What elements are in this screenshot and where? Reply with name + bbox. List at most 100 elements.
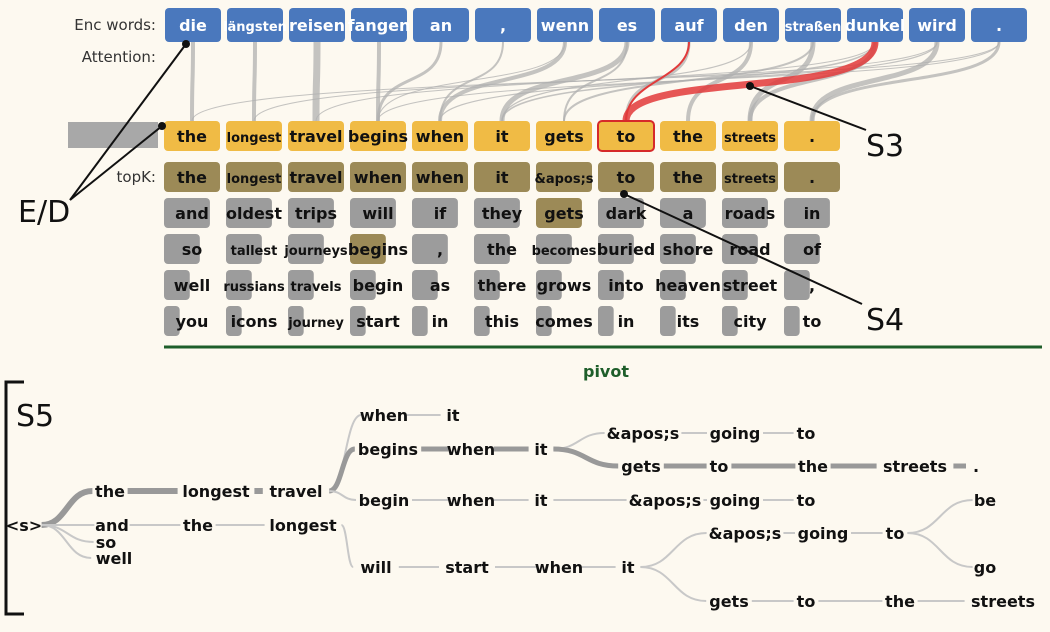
beam-tree-node[interactable]: gets <box>621 457 660 476</box>
encoder-word[interactable]: es <box>599 8 655 42</box>
beam-tree-node[interactable]: and <box>95 516 129 535</box>
encoder-word[interactable]: straßen <box>785 8 842 42</box>
topk-cell[interactable]: if <box>412 198 458 228</box>
topk-cell[interactable]: tallest <box>226 234 277 264</box>
topk-cell[interactable]: shore <box>660 234 713 264</box>
beam-tree-node[interactable]: to <box>797 491 816 510</box>
encoder-word[interactable]: den <box>723 8 779 42</box>
beam-tree-node[interactable]: <s> <box>6 516 42 535</box>
topk-cell[interactable]: journey <box>287 306 344 336</box>
topk-cell[interactable]: into <box>598 270 644 300</box>
topk-cell[interactable]: this <box>474 306 519 336</box>
topk-cell[interactable]: begins <box>348 234 408 264</box>
beam-tree-node[interactable]: going <box>710 491 761 510</box>
beam-tree-node[interactable]: begins <box>358 440 418 459</box>
topk-cell[interactable]: grows <box>536 270 591 300</box>
decoder-word[interactable]: begins <box>348 121 408 151</box>
beam-tree-node[interactable]: streets <box>971 592 1035 611</box>
topk-cell[interactable]: so <box>164 234 202 264</box>
beam-tree-node[interactable]: to <box>886 524 905 543</box>
decoder-word[interactable]: the <box>660 121 716 151</box>
decoder-word[interactable]: streets <box>722 121 778 151</box>
encoder-word[interactable]: reisen <box>289 8 345 42</box>
encoder-word[interactable]: auf <box>661 8 717 42</box>
topk-cell[interactable]: becomes <box>532 234 597 264</box>
topk-cell[interactable]: heaven <box>655 270 721 300</box>
decoder-word[interactable]: it <box>474 121 530 151</box>
topk-cell[interactable]: as <box>412 270 450 300</box>
topk-cell[interactable]: . <box>784 162 840 192</box>
beam-tree-node[interactable]: to <box>710 457 729 476</box>
topk-cell[interactable]: city <box>722 306 767 336</box>
topk-cell[interactable]: in <box>598 306 634 336</box>
topk-cell[interactable]: oldest <box>226 198 282 228</box>
decoder-word[interactable]: . <box>784 121 840 151</box>
topk-cell[interactable]: in <box>784 198 830 228</box>
topk-cell[interactable]: you <box>164 306 208 336</box>
topk-cell[interactable]: trips <box>288 198 337 228</box>
topk-cell[interactable]: gets <box>536 198 584 228</box>
beam-tree-node[interactable]: so <box>96 533 117 552</box>
beam-tree-node[interactable]: it <box>534 440 547 459</box>
beam-tree-node[interactable]: the <box>183 516 213 535</box>
beam-tree-node[interactable]: will <box>360 558 391 577</box>
beam-tree-node[interactable]: it <box>621 558 634 577</box>
topk-cell[interactable]: , <box>412 234 448 264</box>
beam-tree-node[interactable]: streets <box>883 457 947 476</box>
encoder-word[interactable]: wird <box>909 8 965 42</box>
topk-cell[interactable]: roads <box>722 198 775 228</box>
beam-tree-node[interactable]: &apos;s <box>709 524 782 543</box>
beam-tree-node[interactable]: . <box>973 457 979 476</box>
topk-cell[interactable]: will <box>350 198 396 228</box>
topk-cell[interactable]: in <box>412 306 448 336</box>
beam-tree-node[interactable]: the <box>95 482 125 501</box>
beam-tree-node[interactable]: be <box>974 491 996 510</box>
beam-tree-node[interactable]: gets <box>709 592 748 611</box>
encoder-word[interactable]: dunkel <box>845 8 906 42</box>
encoder-word[interactable]: wenn <box>537 8 593 42</box>
topk-cell[interactable]: travel <box>288 162 344 192</box>
decoder-word[interactable]: gets <box>536 121 592 151</box>
topk-cell[interactable]: icons <box>226 306 277 336</box>
topk-cell[interactable]: to <box>784 306 821 336</box>
topk-cell[interactable]: a <box>660 198 706 228</box>
topk-cell[interactable]: longest <box>226 162 282 192</box>
topk-cell[interactable]: and <box>164 198 210 228</box>
encoder-word[interactable]: , <box>475 8 531 42</box>
beam-tree-node[interactable]: going <box>710 424 761 443</box>
beam-tree-node[interactable]: begin <box>359 491 410 510</box>
beam-tree-node[interactable]: it <box>446 406 459 425</box>
beam-tree-node[interactable]: start <box>445 558 489 577</box>
decoder-word[interactable]: travel <box>288 121 344 151</box>
topk-cell[interactable]: of <box>784 234 822 264</box>
topk-cell[interactable]: there <box>474 270 526 300</box>
encoder-word[interactable]: an <box>413 8 469 42</box>
beam-tree-node[interactable]: &apos;s <box>629 491 702 510</box>
beam-tree-node[interactable]: when <box>447 491 495 510</box>
topk-cell[interactable]: the <box>660 162 716 192</box>
beam-tree-node[interactable]: &apos;s <box>607 424 680 443</box>
topk-cell[interactable]: journeys <box>283 234 348 264</box>
beam-tree-node[interactable]: to <box>797 592 816 611</box>
topk-cell[interactable]: well <box>164 270 210 300</box>
beam-tree-node[interactable]: it <box>534 491 547 510</box>
beam-tree-node[interactable]: going <box>798 524 849 543</box>
encoder-word[interactable]: längsten <box>223 8 287 42</box>
decoder-word[interactable]: to <box>597 120 655 152</box>
topk-cell[interactable]: street <box>722 270 778 300</box>
beam-tree-node[interactable]: when <box>360 406 408 425</box>
topk-cell[interactable]: dark <box>598 198 647 228</box>
decoder-word[interactable]: the <box>164 121 220 151</box>
topk-cell[interactable]: comes <box>535 306 593 336</box>
topk-cell[interactable]: start <box>350 306 400 336</box>
topk-cell[interactable]: they <box>474 198 523 228</box>
decoder-word[interactable]: when <box>412 121 468 151</box>
topk-cell[interactable]: the <box>164 162 220 192</box>
beam-tree-node[interactable]: when <box>535 558 583 577</box>
topk-cell[interactable]: travels <box>288 270 342 300</box>
encoder-word[interactable]: fangen <box>348 8 411 42</box>
encoder-word[interactable]: die <box>165 8 221 42</box>
beam-tree-node[interactable]: the <box>798 457 828 476</box>
topk-cell[interactable]: when <box>412 162 468 192</box>
topk-cell[interactable]: it <box>474 162 530 192</box>
